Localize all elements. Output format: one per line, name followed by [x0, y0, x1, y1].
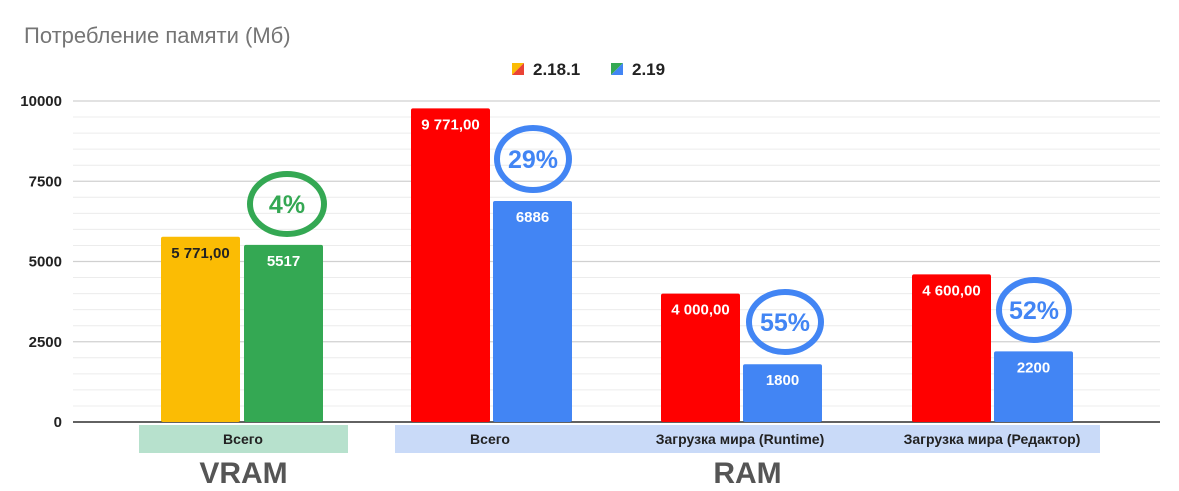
legend: 2.18.1 2.19: [512, 60, 665, 79]
bar: [493, 200, 572, 422]
bar: [661, 293, 740, 422]
percent-annotation: 29%: [494, 125, 572, 193]
category-label: Загрузка мира (Runtime): [656, 431, 825, 447]
bar: [743, 364, 822, 422]
legend-swatch: [611, 63, 623, 75]
bars: 5 771,00 9 771,00 4 000,00 4 600,00 5517 6886…: [161, 108, 1073, 423]
group-label: VRAM: [199, 457, 287, 490]
annotation-circle: [996, 277, 1072, 343]
annotations: 4% 29% 55% 52%: [247, 125, 1072, 355]
legend-item: 2.18.1: [512, 60, 580, 79]
y-tick-label: 2500: [29, 334, 62, 351]
y-tick-label: 7500: [29, 173, 62, 190]
bar: [994, 351, 1073, 422]
annotation-circle: [746, 289, 824, 355]
y-tick-label: 10000: [20, 93, 62, 110]
annotation-text: 29%: [508, 146, 558, 174]
category-label: Всего: [470, 431, 510, 447]
bar-value-label: 1800: [766, 372, 799, 389]
y-tick-label: 0: [54, 414, 62, 431]
chart-title: Потребление памяти (Мб): [24, 23, 291, 48]
percent-annotation: 52%: [996, 277, 1072, 343]
legend-label: 2.19: [632, 60, 665, 79]
group-band: [395, 425, 1100, 453]
group-label: RAM: [713, 457, 781, 490]
annotation-circle: [494, 125, 572, 193]
annotation-circle: [247, 171, 327, 237]
bar: [912, 274, 991, 422]
bar-value-label: 5 771,00: [171, 245, 229, 262]
legend-label: 2.18.1: [533, 60, 580, 79]
bar-value-label: 2200: [1017, 359, 1050, 376]
group-band: [139, 425, 348, 453]
category-bands: VRAM RAM Всего Всего Загрузка мира (Runtime)…: [139, 425, 1100, 490]
category-label: Загрузка мира (Редактор): [904, 431, 1081, 447]
bar-value-label: 6886: [516, 209, 549, 226]
bar-value-label: 5517: [267, 253, 300, 270]
bar: [244, 244, 323, 422]
percent-annotation: 55%: [746, 289, 824, 355]
bar: [161, 236, 240, 422]
legend-item: 2.19: [611, 60, 665, 79]
bar-value-label: 4 000,00: [671, 302, 729, 319]
annotation-text: 4%: [269, 191, 305, 219]
legend-swatch: [512, 63, 524, 75]
annotation-text: 52%: [1009, 297, 1059, 325]
percent-annotation: 4%: [247, 171, 327, 237]
bar: [411, 108, 490, 423]
bar-value-label: 4 600,00: [922, 282, 980, 299]
y-tick-label: 5000: [29, 254, 62, 271]
bar-value-label: 9 771,00: [421, 116, 479, 133]
category-label: Всего: [223, 431, 263, 447]
annotation-text: 55%: [760, 309, 810, 337]
